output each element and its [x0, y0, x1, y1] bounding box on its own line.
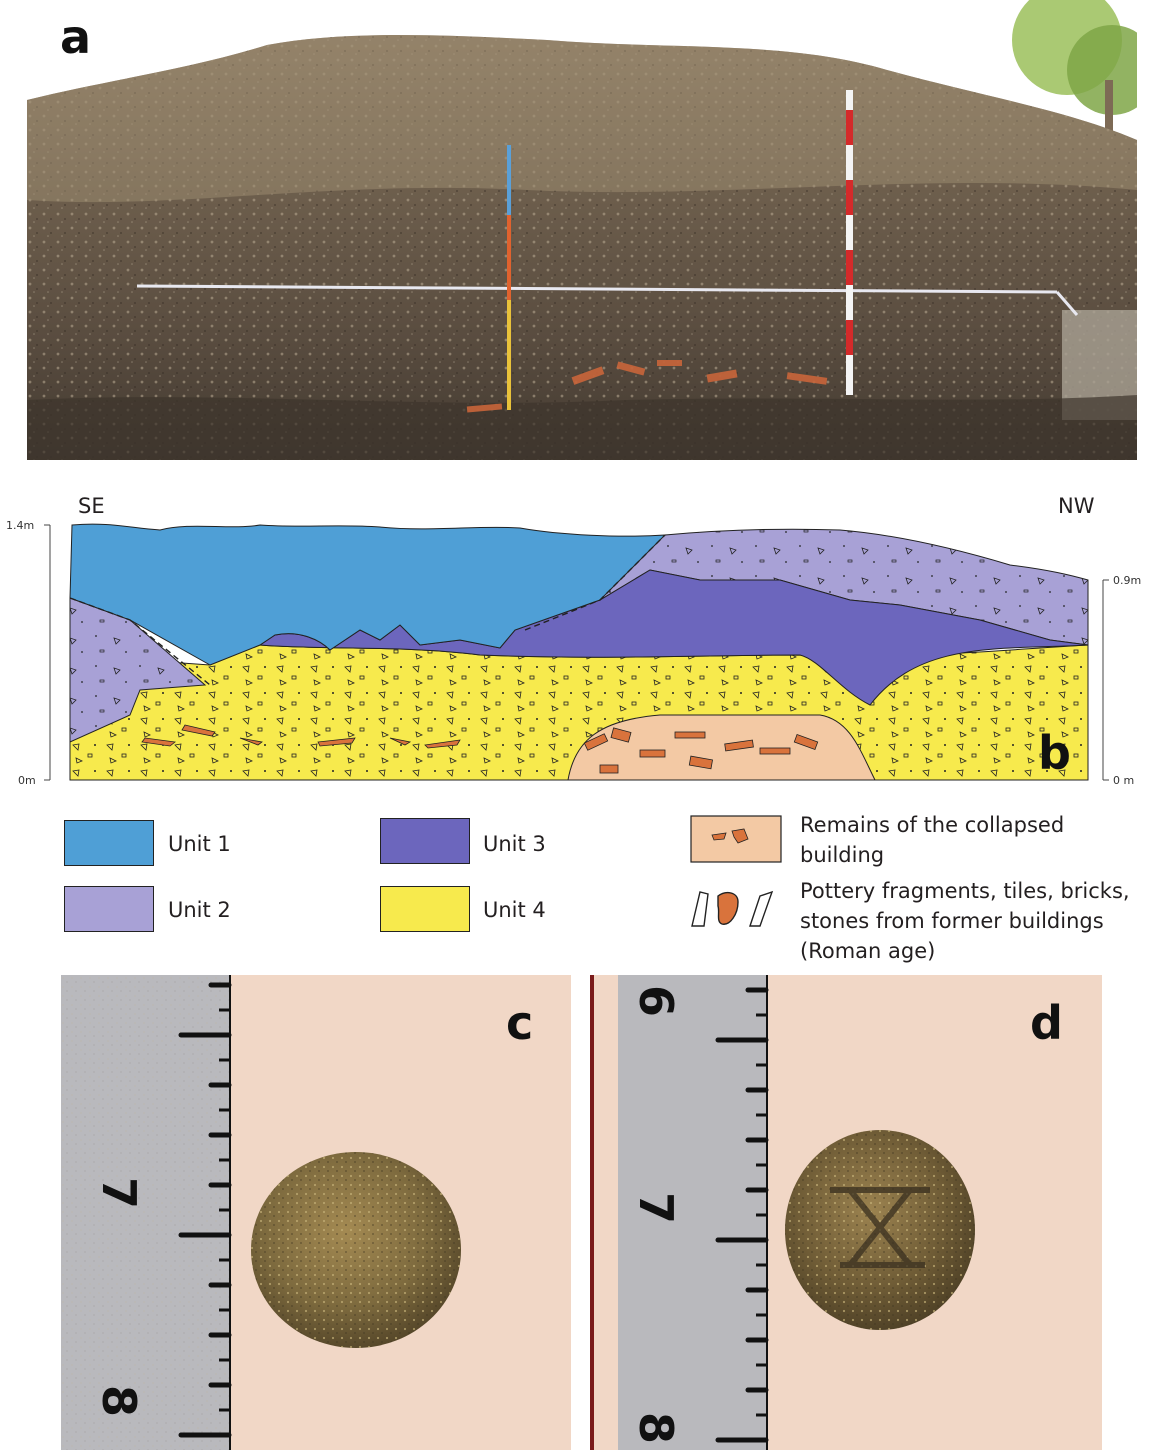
right-axis-bottom-label: 0 m: [1113, 774, 1135, 787]
excavation-section-photo: [27, 0, 1137, 460]
ruler-d-number-7: 7: [629, 1191, 684, 1225]
legend-label-unit1: Unit 1: [168, 832, 231, 856]
legend-label-unit3: Unit 3: [483, 832, 546, 856]
coin-d: [785, 1130, 975, 1330]
legend-swatch-unit2: [64, 886, 154, 932]
legend-swatch-pottery-fragments: [691, 890, 774, 927]
coin-photo-reverse: [590, 975, 1102, 1450]
legend-swatch-collapsed-building: [690, 815, 782, 863]
legend-label-pottery-line1: Pottery fragments, tiles, bricks,: [800, 879, 1130, 903]
legend-swatch-unit4: [380, 886, 470, 932]
direction-nw: NW: [1058, 494, 1095, 518]
direction-se: SE: [78, 494, 105, 518]
legend-label-unit2: Unit 2: [168, 898, 231, 922]
left-axis-bottom-label: 0m: [18, 774, 36, 787]
coin-c: [251, 1152, 461, 1348]
legend-label-pottery-line2: stones from former buildings: [800, 909, 1104, 933]
ruler-d-number-6: 6: [629, 984, 684, 1018]
unit1-layer: [69, 523, 667, 666]
legend-swatch-unit1: [64, 820, 154, 866]
panel-d-letter: d: [1030, 996, 1063, 1050]
right-axis-top-label: 0.9m: [1113, 574, 1142, 587]
coin-photo-obverse: [61, 975, 571, 1450]
legend-label-unit4: Unit 4: [483, 898, 546, 922]
left-axis-top-label: 1.4m: [6, 519, 35, 532]
stratigraphic-section-drawing: [44, 523, 1109, 781]
collapsed-building-lens: [567, 714, 876, 781]
ruler-d-number-8: 8: [629, 1411, 684, 1445]
legend-label-collapsed-line2: building: [800, 843, 885, 867]
ruler-c-number-8: 8: [92, 1384, 147, 1418]
legend-label-pottery-line3: (Roman age): [800, 939, 936, 963]
ruler-c-number-7: 7: [92, 1176, 147, 1210]
ranging-pole: [846, 90, 853, 395]
panel-a-letter: a: [60, 10, 92, 64]
legend-label-collapsed-line1: Remains of the collapsed: [800, 813, 1065, 837]
panel-c-letter: c: [506, 996, 534, 1050]
legend-swatch-unit3: [380, 818, 470, 864]
panel-b-letter: b: [1038, 726, 1071, 780]
